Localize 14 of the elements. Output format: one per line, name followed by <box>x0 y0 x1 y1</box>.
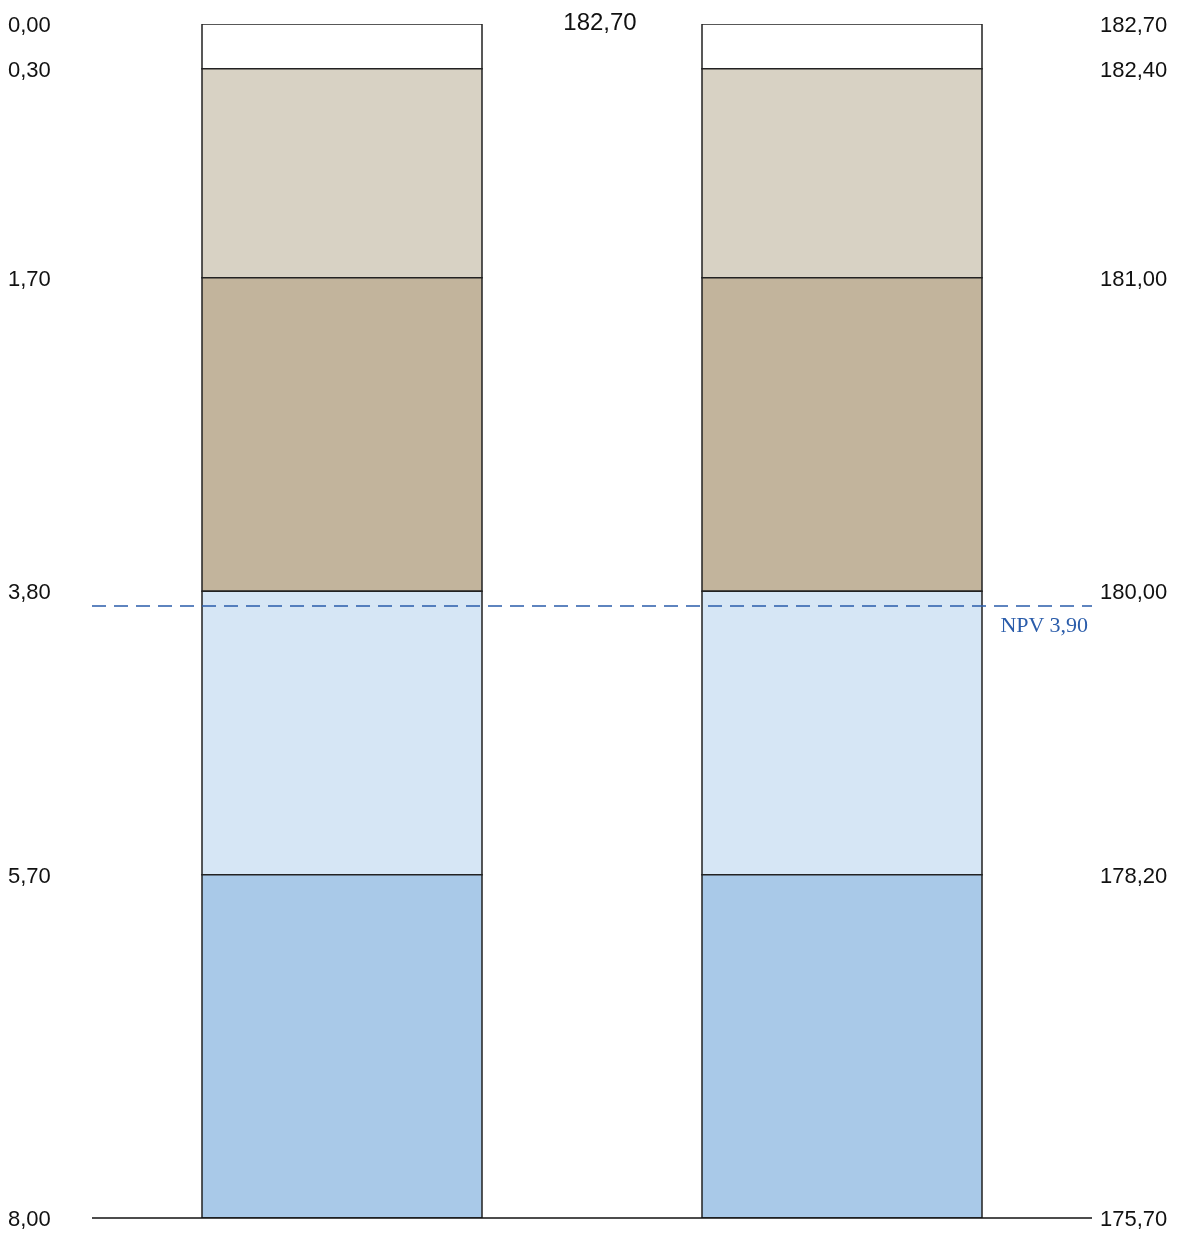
y-tick-label: 5,70 <box>8 862 51 888</box>
text: 182,70 <box>1100 12 1168 37</box>
text: 182,40 <box>1100 56 1168 82</box>
y-tick-label: 0,30 <box>8 56 51 82</box>
ref-line-label: NPV 3,90 <box>1000 612 1088 638</box>
text: 178,20 <box>1100 862 1168 888</box>
text: 181,00 <box>1100 265 1168 291</box>
y-tick-label: 3,80 <box>8 578 51 604</box>
annotation: 182,70 <box>563 8 637 35</box>
text: 180,00 <box>1100 579 1168 605</box>
y-tick-label: 0,00 <box>8 11 51 37</box>
y-tick-label: 8,00 <box>8 1205 51 1231</box>
y-tick-label: 1,70 <box>8 265 51 291</box>
text: 175,70 <box>1100 1206 1168 1231</box>
